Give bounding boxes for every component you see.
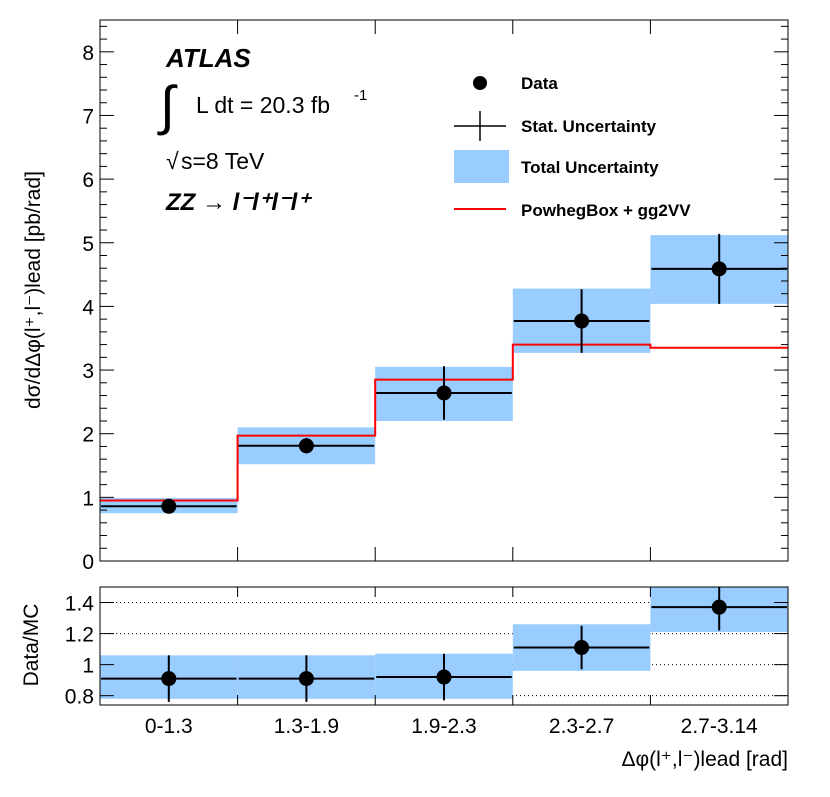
main-ytick-label-5: 5 bbox=[82, 233, 94, 256]
x-category-label-1: 1.3-1.9 bbox=[274, 715, 339, 738]
sqrt-icon: √ bbox=[166, 148, 179, 174]
legend-item-prediction: PowhegBox + gg2VV bbox=[454, 201, 691, 220]
main-ytick-label-2: 2 bbox=[82, 424, 94, 447]
process-label: ZZ → l⁻l⁺l⁻l⁺ bbox=[165, 189, 312, 216]
main-ytick-label-6: 6 bbox=[82, 169, 94, 192]
main-y-axis-title: dσ/dΔφ(l⁺,l⁻)lead [pb/rad] bbox=[22, 171, 45, 409]
integral-sign-icon: ∫ bbox=[157, 76, 178, 136]
legend-label-prediction: PowhegBox + gg2VV bbox=[521, 201, 691, 220]
x-axis-title: Δφ(l⁺,l⁻)lead [rad] bbox=[621, 748, 788, 771]
main-ytick-label-7: 7 bbox=[82, 105, 94, 128]
legend-data-marker bbox=[473, 76, 487, 90]
ratio-data-point-1 bbox=[298, 671, 314, 687]
main-ytick-label-0: 0 bbox=[82, 551, 94, 574]
ratio-ytick-label-1: 1 bbox=[82, 655, 94, 678]
ratio-ytick-label-0: 0.8 bbox=[65, 686, 94, 709]
legend-label-total: Total Uncertainty bbox=[521, 158, 659, 177]
ratio-plot-frame bbox=[99, 586, 789, 706]
ratio-ytick-label-2: 1.2 bbox=[65, 624, 94, 647]
legend-total-marker bbox=[454, 150, 509, 183]
ratio-data-point-3 bbox=[574, 640, 590, 656]
legend-item-total: Total Uncertainty bbox=[454, 150, 659, 183]
legend-label-data: Data bbox=[521, 74, 558, 93]
legend-label-stat: Stat. Uncertainty bbox=[521, 117, 657, 136]
main-y-axis-title-text: dσ/dΔφ(l⁺,l⁻)lead [pb/rad] bbox=[22, 171, 45, 409]
x-category-label-4: 2.7-3.14 bbox=[681, 715, 758, 738]
luminosity-label: L dt = 20.3 fb bbox=[196, 92, 330, 118]
ratio-data-point-4 bbox=[711, 599, 727, 615]
ratio-y-axis: 0.8 1 1.2 1.4 bbox=[65, 593, 788, 709]
ratio-ytick-label-3: 1.4 bbox=[65, 593, 95, 616]
main-data-point-3 bbox=[574, 313, 590, 329]
main-ytick-label-8: 8 bbox=[82, 42, 94, 65]
main-data-point-4 bbox=[711, 261, 727, 277]
legend: Data Stat. Uncertainty Total Uncertainty… bbox=[454, 74, 691, 220]
ratio-y-axis-title: Data/MC bbox=[20, 604, 43, 687]
main-data-point-1 bbox=[298, 438, 314, 454]
main-data-point-2 bbox=[436, 385, 452, 401]
x-category-label-2: 1.9-2.3 bbox=[411, 715, 476, 738]
ratio-data-point-0 bbox=[161, 671, 177, 687]
ratio-data-points bbox=[101, 587, 787, 702]
x-category-label-3: 2.3-2.7 bbox=[549, 715, 614, 738]
main-y-axis: 0 1 2 3 4 5 6 7 8 bbox=[82, 25, 788, 574]
atlas-label: ATLAS bbox=[165, 43, 251, 73]
main-data-point-0 bbox=[161, 498, 177, 514]
energy-label: s=8 TeV bbox=[181, 148, 265, 174]
x-axis: 0-1.3 1.3-1.9 1.9-2.3 2.3-2.7 2.7-3.14 bbox=[145, 20, 758, 738]
main-ytick-label-1: 1 bbox=[82, 487, 94, 510]
luminosity-exponent: -1 bbox=[354, 87, 367, 104]
x-category-label-0: 0-1.3 bbox=[145, 715, 193, 738]
ratio-data-point-2 bbox=[436, 669, 452, 685]
main-ytick-label-3: 3 bbox=[82, 360, 94, 383]
main-ytick-label-4: 4 bbox=[82, 296, 94, 319]
legend-item-stat: Stat. Uncertainty bbox=[454, 111, 657, 141]
main-data-points bbox=[101, 233, 787, 514]
main-plot-frame bbox=[99, 19, 789, 562]
legend-item-data: Data bbox=[473, 74, 558, 93]
